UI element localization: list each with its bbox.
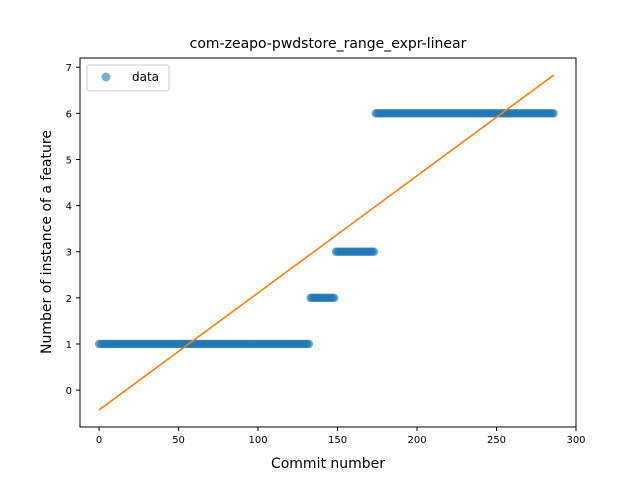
data-point <box>549 109 558 118</box>
data-point <box>369 247 379 256</box>
legend-marker-data <box>101 72 111 82</box>
y-tick-label: 2 <box>66 294 72 305</box>
x-tick-label: 0 <box>96 435 102 446</box>
y-axis-label: Number of instance of a feature <box>39 130 55 354</box>
x-tick-label: 100 <box>249 435 268 446</box>
x-tick-label: 200 <box>407 435 426 446</box>
plot-area <box>94 74 558 411</box>
y-tick-label: 1 <box>66 340 72 351</box>
y-tick-label: 0 <box>66 386 72 397</box>
chart-title: com-zeapo-pwdstore_range_expr-linear <box>190 36 467 52</box>
x-tick-label: 300 <box>566 435 585 446</box>
legend: data <box>86 64 170 92</box>
y-tick-label: 7 <box>66 63 72 74</box>
y-axis: 0 1 2 3 4 5 6 7 <box>66 63 80 397</box>
x-axis: 0 50 100 150 200 250 300 <box>96 427 586 446</box>
data-point <box>330 293 339 303</box>
x-tick-label: 250 <box>487 435 506 446</box>
y-tick-label: 6 <box>66 109 72 120</box>
x-tick-label: 150 <box>328 435 347 446</box>
legend-label-data: data <box>132 70 159 84</box>
legend-box <box>86 64 170 92</box>
y-tick-label: 3 <box>66 248 72 259</box>
fit-line <box>98 74 555 411</box>
x-axis-label: Commit number <box>271 456 385 472</box>
y-tick-label: 4 <box>66 202 72 213</box>
plot-frame <box>79 57 577 428</box>
x-tick-label: 50 <box>172 435 185 446</box>
data-point <box>304 339 314 349</box>
y-tick-label: 5 <box>66 155 72 166</box>
